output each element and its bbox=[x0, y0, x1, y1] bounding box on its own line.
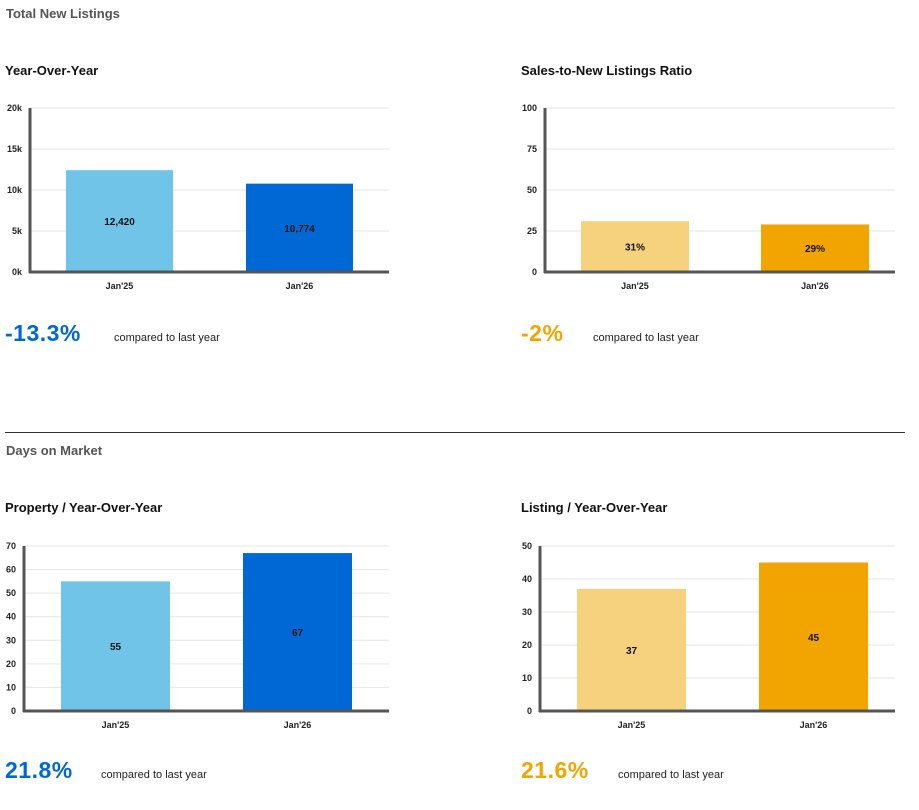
bar bbox=[577, 588, 686, 711]
yoy-compare-text: compared to last year bbox=[114, 332, 220, 344]
dom-property-change-value: 21.8% bbox=[5, 757, 73, 783]
y-tick-label: 10 bbox=[522, 673, 532, 683]
y-tick-label: 20 bbox=[522, 640, 532, 650]
y-tick-label: 50 bbox=[6, 588, 16, 598]
dom-property-compare-text: compared to last year bbox=[101, 769, 207, 781]
y-tick-label: 70 bbox=[6, 541, 16, 551]
bar-value-label: 31% bbox=[625, 243, 645, 254]
bar-value-label: 10,774 bbox=[284, 224, 315, 235]
bar bbox=[66, 170, 173, 272]
chart-sales-to-new-listings-ratio: 0 25 50 75 100 31% Jan'25 29% Jan'26 bbox=[522, 103, 895, 291]
y-tick-label: 0 bbox=[11, 706, 16, 716]
section-title-days-on-market: Days on Market bbox=[6, 443, 103, 458]
dom-listing-change-value: 21.6% bbox=[521, 757, 589, 783]
section-title-total-new-listings: Total New Listings bbox=[6, 6, 120, 21]
y-tick-label: 75 bbox=[527, 144, 537, 154]
x-tick-label: Jan'26 bbox=[286, 281, 314, 291]
y-tick-label: 50 bbox=[522, 541, 532, 551]
section-divider bbox=[5, 432, 905, 433]
y-tick-label: 20 bbox=[6, 659, 16, 669]
chart-title-year-over-year: Year-Over-Year bbox=[5, 63, 99, 78]
bar-value-label: 37 bbox=[626, 646, 638, 657]
chart-title-property-year-over-year: Property / Year-Over-Year bbox=[5, 500, 163, 515]
y-tick-label: 15k bbox=[7, 144, 23, 154]
bar-value-label: 67 bbox=[292, 628, 304, 639]
y-tick-label: 100 bbox=[522, 103, 537, 113]
x-tick-label: Jan'26 bbox=[284, 720, 312, 730]
bar-value-label: 29% bbox=[805, 244, 825, 255]
bar-value-label: 45 bbox=[808, 633, 820, 644]
bar bbox=[759, 562, 868, 711]
y-tick-label: 40 bbox=[6, 612, 16, 622]
x-tick-label: Jan'25 bbox=[102, 720, 130, 730]
chart-title-sales-to-new-listings-ratio: Sales-to-New Listings Ratio bbox=[521, 63, 693, 78]
yoy-change-value: -13.3% bbox=[5, 320, 81, 346]
y-tick-label: 10k bbox=[7, 185, 23, 195]
snlr-change-value: -2% bbox=[521, 320, 564, 346]
snlr-compare-text: compared to last year bbox=[593, 332, 699, 344]
y-tick-label: 0 bbox=[532, 267, 537, 277]
bar bbox=[61, 581, 170, 711]
x-tick-label: Jan'25 bbox=[106, 281, 134, 291]
y-tick-label: 30 bbox=[6, 635, 16, 645]
chart-property-year-over-year: 0 10 20 30 40 50 60 70 55 Jan'25 67 Jan'26 bbox=[6, 541, 389, 730]
bar-value-label: 55 bbox=[110, 642, 122, 653]
x-tick-label: Jan'26 bbox=[800, 720, 828, 730]
y-tick-label: 20k bbox=[7, 103, 23, 113]
y-tick-label: 50 bbox=[527, 185, 537, 195]
y-tick-label: 10 bbox=[6, 682, 16, 692]
bar-value-label: 12,420 bbox=[104, 217, 135, 228]
y-tick-label: 0k bbox=[12, 267, 23, 277]
x-tick-label: Jan'26 bbox=[801, 281, 829, 291]
y-tick-label: 40 bbox=[522, 574, 532, 584]
x-tick-label: Jan'25 bbox=[618, 720, 646, 730]
dom-listing-compare-text: compared to last year bbox=[618, 769, 724, 781]
y-tick-label: 5k bbox=[12, 226, 23, 236]
y-tick-label: 0 bbox=[527, 706, 532, 716]
bar bbox=[243, 553, 352, 711]
y-tick-label: 25 bbox=[527, 226, 537, 236]
chart-title-listing-year-over-year: Listing / Year-Over-Year bbox=[521, 500, 668, 515]
chart-year-over-year: 0k 5k 10k 15k 20k 12,420 Jan'25 10,774 Jan'26 bbox=[7, 103, 389, 291]
x-tick-label: Jan'25 bbox=[621, 281, 649, 291]
chart-listing-year-over-year: 0 10 20 30 40 50 37 Jan'25 45 Jan'26 bbox=[522, 541, 895, 730]
y-tick-label: 60 bbox=[6, 565, 16, 575]
bar bbox=[761, 224, 869, 272]
y-tick-label: 30 bbox=[522, 607, 532, 617]
bar bbox=[581, 221, 689, 272]
bar bbox=[246, 183, 353, 272]
